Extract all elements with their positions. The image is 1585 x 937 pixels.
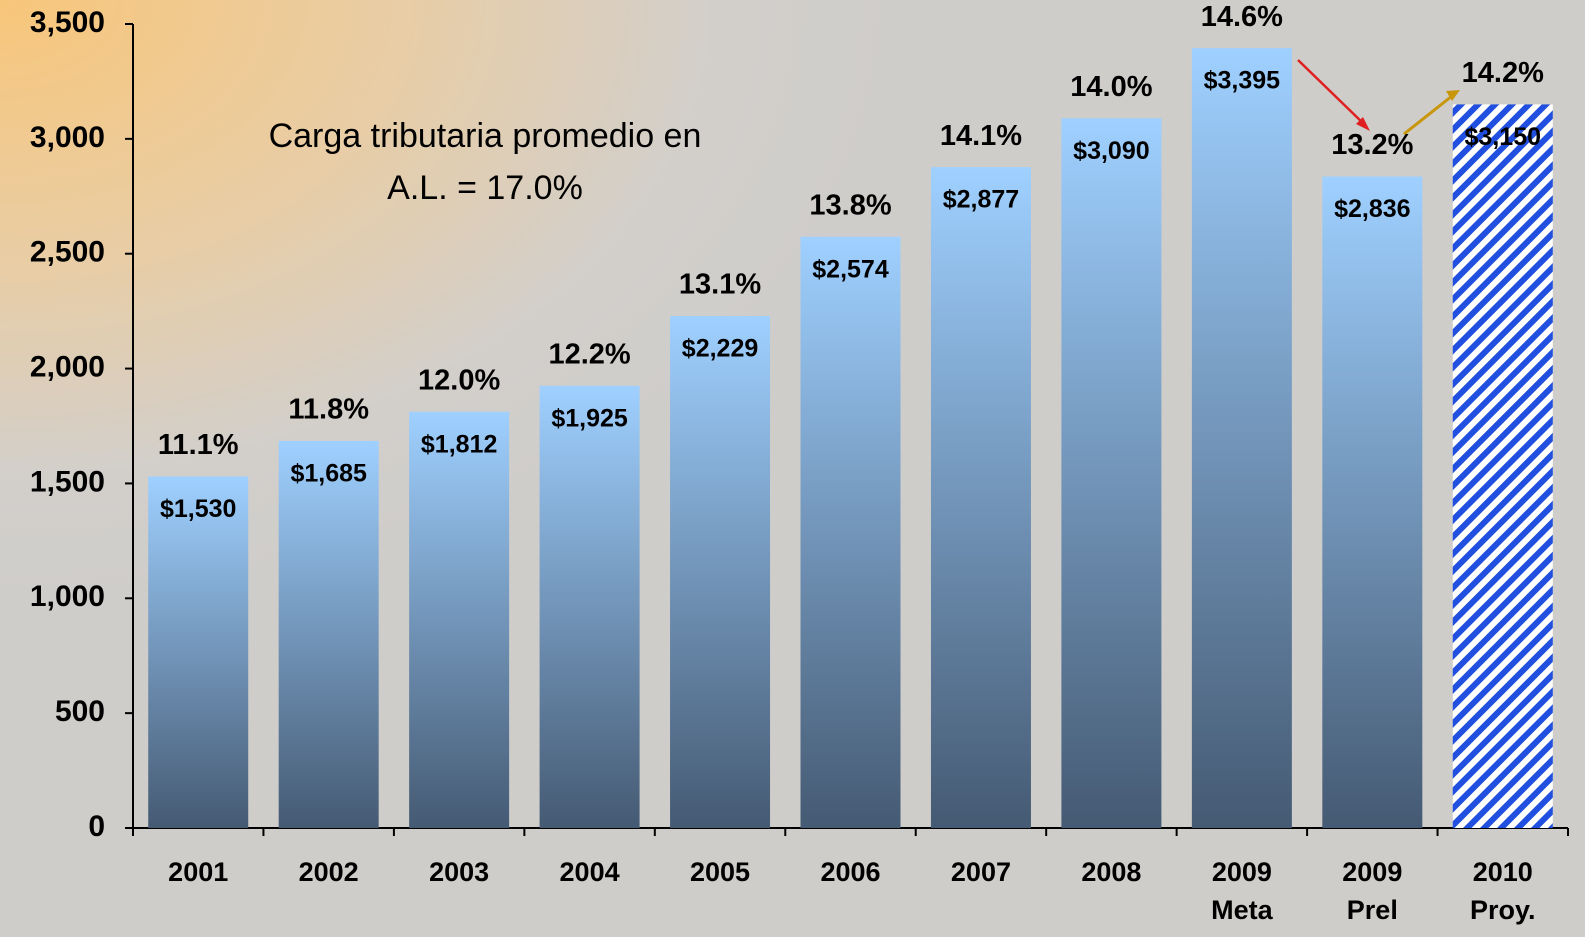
value-label: $2,877 [943, 186, 1019, 214]
bar-annotation: 11.1% [158, 429, 239, 461]
bar-annotation: 12.2% [548, 338, 630, 370]
bar [670, 315, 771, 828]
value-label: $1,685 [290, 460, 367, 488]
y-tick-label: 3,500 [30, 6, 105, 39]
y-tick-label: 3,000 [30, 121, 105, 154]
bar [148, 476, 249, 828]
bar [1061, 118, 1162, 828]
bar-annotation: 14.6% [1201, 1, 1283, 33]
x-tick-label: 2001 [168, 857, 229, 887]
bar [1452, 104, 1553, 828]
annotation: Carga tributaria promedio en A.L. = 17.0… [268, 117, 702, 207]
bar [800, 236, 901, 828]
value-label: $1,812 [421, 430, 497, 458]
bar-annotation: 14.1% [940, 120, 1022, 152]
arrow-head [1356, 117, 1370, 131]
x-tick-label: 2006 [820, 857, 881, 887]
x-tick-label: 2002 [298, 857, 359, 887]
x-tick-label: 2004 [559, 857, 620, 887]
value-label: $3,090 [1073, 137, 1149, 165]
bar [539, 385, 640, 828]
y-tick-label: 2,000 [30, 350, 105, 383]
bar-annotation: 13.1% [679, 269, 761, 301]
value-label: $3,150 [1465, 123, 1541, 151]
bar-annotation: 12.0% [418, 364, 500, 396]
arrow [1297, 59, 1367, 127]
x-tick-label: 2008 [1081, 857, 1142, 887]
y-tick-label: 0 [88, 810, 105, 843]
bar [1322, 176, 1423, 829]
y-tick-label: 1,500 [30, 465, 105, 498]
y-tick-label: 2,500 [30, 236, 105, 269]
bar-annotation: 13.8% [809, 189, 891, 221]
bar [930, 167, 1031, 828]
arrow [1403, 94, 1453, 136]
bar-annotation: 13.2% [1331, 129, 1413, 161]
bar [278, 440, 379, 828]
x-tick-label: 2007 [950, 857, 1011, 887]
value-label: $2,574 [812, 255, 889, 283]
value-label: $3,395 [1204, 67, 1281, 95]
bar-annotation: 11.8% [288, 394, 369, 426]
value-label: $2,229 [682, 335, 758, 363]
bar-annotation: 14.2% [1462, 57, 1544, 89]
bar [409, 411, 510, 828]
bar [1191, 48, 1292, 829]
x-tick-label: 2003 [429, 857, 490, 887]
y-tick-label: 1,000 [30, 580, 105, 613]
arrow-head [1446, 90, 1460, 101]
x-tick-label: 2009 Meta [1211, 857, 1273, 925]
value-label: $1,530 [160, 495, 236, 523]
y-tick-label: 500 [55, 695, 105, 728]
value-label: $1,925 [551, 404, 628, 432]
bar-annotation: 14.0% [1070, 71, 1152, 103]
value-label: $2,836 [1334, 195, 1410, 223]
x-tick-label: 2010 Proy. [1470, 857, 1536, 925]
x-tick-label: 2009 Prel [1342, 857, 1403, 925]
x-tick-label: 2005 [689, 857, 751, 887]
